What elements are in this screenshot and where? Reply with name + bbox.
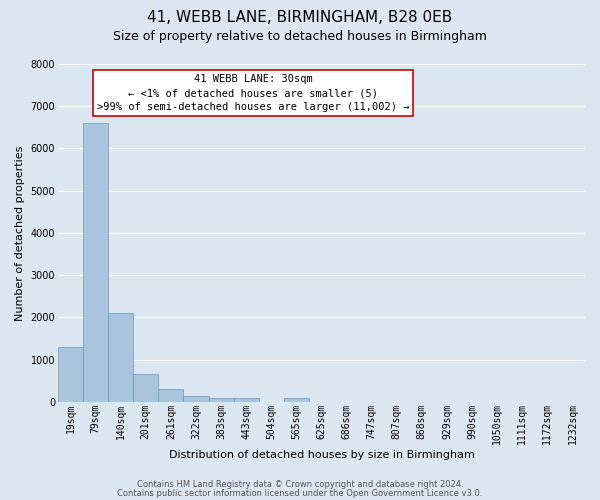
Y-axis label: Number of detached properties: Number of detached properties: [15, 146, 25, 320]
Bar: [158, 390, 184, 402]
Bar: [108, 313, 133, 402]
Bar: [233, 398, 259, 402]
Bar: [133, 374, 158, 402]
Bar: [83, 123, 108, 402]
Text: Contains public sector information licensed under the Open Government Licence v3: Contains public sector information licen…: [118, 489, 482, 498]
Text: Size of property relative to detached houses in Birmingham: Size of property relative to detached ho…: [113, 30, 487, 43]
Text: 41 WEBB LANE: 30sqm
← <1% of detached houses are smaller (5)
>99% of semi-detach: 41 WEBB LANE: 30sqm ← <1% of detached ho…: [97, 74, 409, 112]
Bar: [209, 398, 233, 402]
Text: Contains HM Land Registry data © Crown copyright and database right 2024.: Contains HM Land Registry data © Crown c…: [137, 480, 463, 489]
X-axis label: Distribution of detached houses by size in Birmingham: Distribution of detached houses by size …: [169, 450, 475, 460]
Bar: [58, 347, 83, 402]
Text: 41, WEBB LANE, BIRMINGHAM, B28 0EB: 41, WEBB LANE, BIRMINGHAM, B28 0EB: [148, 10, 452, 25]
Bar: [184, 396, 209, 402]
Bar: [284, 398, 309, 402]
